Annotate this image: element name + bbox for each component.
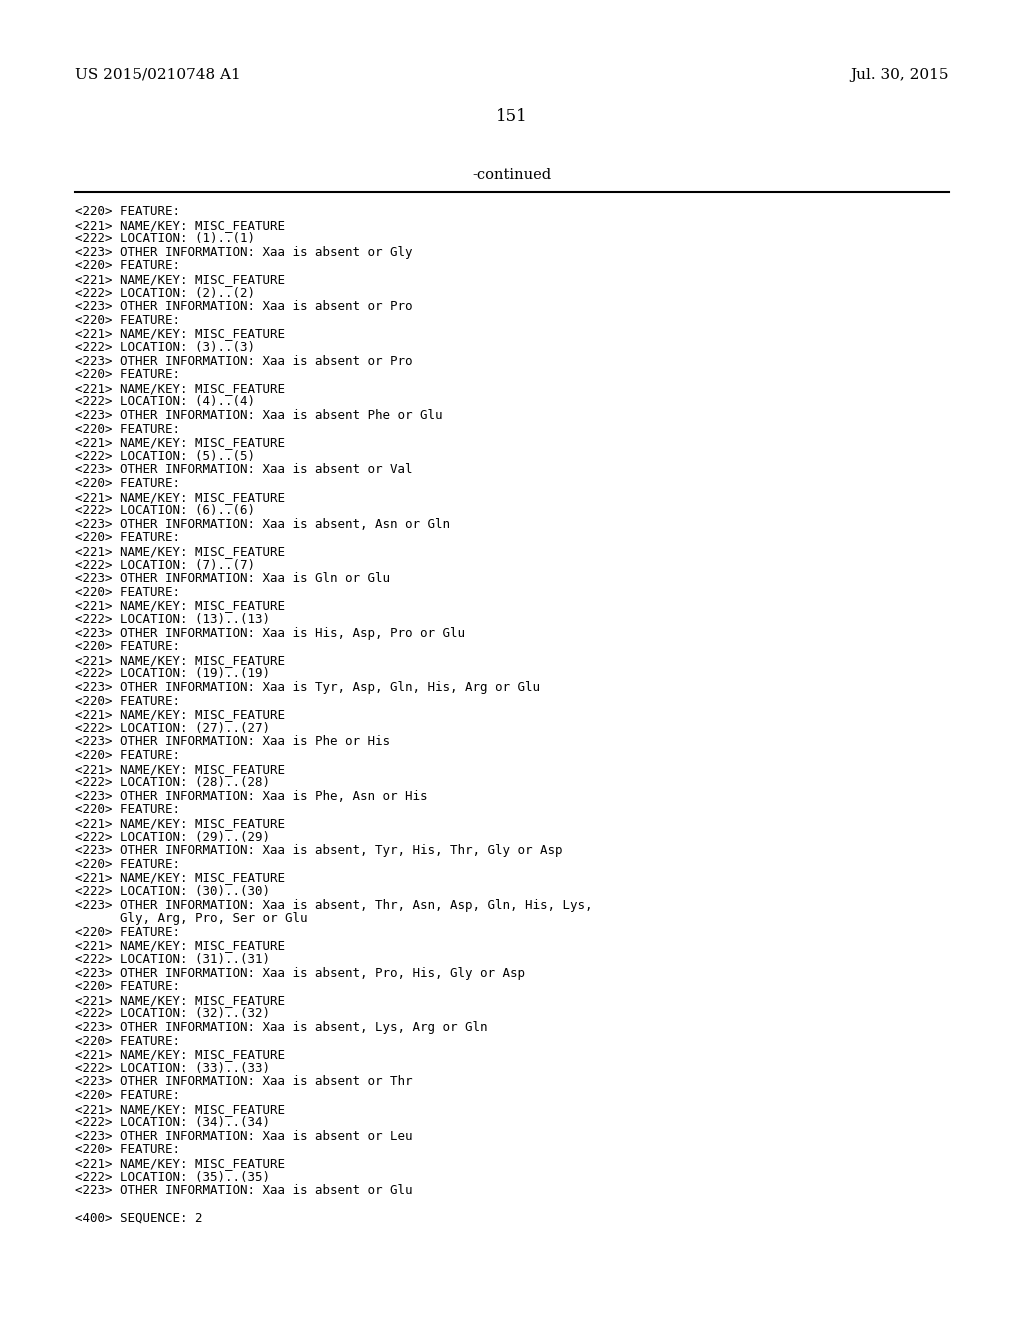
Text: <222> LOCATION: (32)..(32): <222> LOCATION: (32)..(32) bbox=[75, 1007, 270, 1020]
Text: -continued: -continued bbox=[472, 168, 552, 182]
Text: US 2015/0210748 A1: US 2015/0210748 A1 bbox=[75, 69, 241, 82]
Text: <400> SEQUENCE: 2: <400> SEQUENCE: 2 bbox=[75, 1212, 203, 1225]
Text: <222> LOCATION: (35)..(35): <222> LOCATION: (35)..(35) bbox=[75, 1171, 270, 1184]
Text: <221> NAME/KEY: MISC_FEATURE: <221> NAME/KEY: MISC_FEATURE bbox=[75, 491, 285, 504]
Text: <221> NAME/KEY: MISC_FEATURE: <221> NAME/KEY: MISC_FEATURE bbox=[75, 273, 285, 286]
Text: <222> LOCATION: (31)..(31): <222> LOCATION: (31)..(31) bbox=[75, 953, 270, 966]
Text: <222> LOCATION: (6)..(6): <222> LOCATION: (6)..(6) bbox=[75, 504, 255, 517]
Text: <220> FEATURE:: <220> FEATURE: bbox=[75, 748, 180, 762]
Text: Gly, Arg, Pro, Ser or Glu: Gly, Arg, Pro, Ser or Glu bbox=[75, 912, 307, 925]
Text: <220> FEATURE:: <220> FEATURE: bbox=[75, 477, 180, 490]
Text: <220> FEATURE:: <220> FEATURE: bbox=[75, 368, 180, 381]
Text: <221> NAME/KEY: MISC_FEATURE: <221> NAME/KEY: MISC_FEATURE bbox=[75, 817, 285, 830]
Text: <220> FEATURE:: <220> FEATURE: bbox=[75, 422, 180, 436]
Text: <222> LOCATION: (2)..(2): <222> LOCATION: (2)..(2) bbox=[75, 286, 255, 300]
Text: <221> NAME/KEY: MISC_FEATURE: <221> NAME/KEY: MISC_FEATURE bbox=[75, 219, 285, 231]
Text: <223> OTHER INFORMATION: Xaa is absent or Pro: <223> OTHER INFORMATION: Xaa is absent o… bbox=[75, 300, 413, 313]
Text: <223> OTHER INFORMATION: Xaa is absent or Gly: <223> OTHER INFORMATION: Xaa is absent o… bbox=[75, 246, 413, 259]
Text: <221> NAME/KEY: MISC_FEATURE: <221> NAME/KEY: MISC_FEATURE bbox=[75, 763, 285, 776]
Text: <223> OTHER INFORMATION: Xaa is absent or Leu: <223> OTHER INFORMATION: Xaa is absent o… bbox=[75, 1130, 413, 1143]
Text: <222> LOCATION: (4)..(4): <222> LOCATION: (4)..(4) bbox=[75, 396, 255, 408]
Text: <220> FEATURE:: <220> FEATURE: bbox=[75, 532, 180, 544]
Text: <220> FEATURE:: <220> FEATURE: bbox=[75, 858, 180, 871]
Text: <221> NAME/KEY: MISC_FEATURE: <221> NAME/KEY: MISC_FEATURE bbox=[75, 327, 285, 341]
Text: <221> NAME/KEY: MISC_FEATURE: <221> NAME/KEY: MISC_FEATURE bbox=[75, 940, 285, 953]
Text: <223> OTHER INFORMATION: Xaa is absent or Pro: <223> OTHER INFORMATION: Xaa is absent o… bbox=[75, 355, 413, 367]
Text: <220> FEATURE:: <220> FEATURE: bbox=[75, 260, 180, 272]
Text: <220> FEATURE:: <220> FEATURE: bbox=[75, 694, 180, 708]
Text: <222> LOCATION: (7)..(7): <222> LOCATION: (7)..(7) bbox=[75, 558, 255, 572]
Text: <221> NAME/KEY: MISC_FEATURE: <221> NAME/KEY: MISC_FEATURE bbox=[75, 436, 285, 449]
Text: <223> OTHER INFORMATION: Xaa is Gln or Glu: <223> OTHER INFORMATION: Xaa is Gln or G… bbox=[75, 572, 390, 585]
Text: <220> FEATURE:: <220> FEATURE: bbox=[75, 1089, 180, 1102]
Text: <223> OTHER INFORMATION: Xaa is absent or Thr: <223> OTHER INFORMATION: Xaa is absent o… bbox=[75, 1076, 413, 1089]
Text: <220> FEATURE:: <220> FEATURE: bbox=[75, 981, 180, 993]
Text: <221> NAME/KEY: MISC_FEATURE: <221> NAME/KEY: MISC_FEATURE bbox=[75, 1158, 285, 1170]
Text: <222> LOCATION: (28)..(28): <222> LOCATION: (28)..(28) bbox=[75, 776, 270, 789]
Text: <222> LOCATION: (27)..(27): <222> LOCATION: (27)..(27) bbox=[75, 722, 270, 735]
Text: <222> LOCATION: (34)..(34): <222> LOCATION: (34)..(34) bbox=[75, 1117, 270, 1129]
Text: <220> FEATURE:: <220> FEATURE: bbox=[75, 314, 180, 327]
Text: <222> LOCATION: (13)..(13): <222> LOCATION: (13)..(13) bbox=[75, 612, 270, 626]
Text: <220> FEATURE:: <220> FEATURE: bbox=[75, 1035, 180, 1048]
Text: <222> LOCATION: (3)..(3): <222> LOCATION: (3)..(3) bbox=[75, 341, 255, 354]
Text: <223> OTHER INFORMATION: Xaa is absent, Asn or Gln: <223> OTHER INFORMATION: Xaa is absent, … bbox=[75, 517, 450, 531]
Text: <221> NAME/KEY: MISC_FEATURE: <221> NAME/KEY: MISC_FEATURE bbox=[75, 545, 285, 558]
Text: <222> LOCATION: (29)..(29): <222> LOCATION: (29)..(29) bbox=[75, 830, 270, 843]
Text: <222> LOCATION: (33)..(33): <222> LOCATION: (33)..(33) bbox=[75, 1061, 270, 1074]
Text: <221> NAME/KEY: MISC_FEATURE: <221> NAME/KEY: MISC_FEATURE bbox=[75, 599, 285, 612]
Text: <223> OTHER INFORMATION: Xaa is His, Asp, Pro or Glu: <223> OTHER INFORMATION: Xaa is His, Asp… bbox=[75, 627, 465, 640]
Text: <223> OTHER INFORMATION: Xaa is absent, Thr, Asn, Asp, Gln, His, Lys,: <223> OTHER INFORMATION: Xaa is absent, … bbox=[75, 899, 593, 912]
Text: <221> NAME/KEY: MISC_FEATURE: <221> NAME/KEY: MISC_FEATURE bbox=[75, 1102, 285, 1115]
Text: <223> OTHER INFORMATION: Xaa is absent or Glu: <223> OTHER INFORMATION: Xaa is absent o… bbox=[75, 1184, 413, 1197]
Text: <220> FEATURE:: <220> FEATURE: bbox=[75, 1143, 180, 1156]
Text: <222> LOCATION: (5)..(5): <222> LOCATION: (5)..(5) bbox=[75, 450, 255, 463]
Text: <221> NAME/KEY: MISC_FEATURE: <221> NAME/KEY: MISC_FEATURE bbox=[75, 994, 285, 1007]
Text: Jul. 30, 2015: Jul. 30, 2015 bbox=[851, 69, 949, 82]
Text: <220> FEATURE:: <220> FEATURE: bbox=[75, 804, 180, 816]
Text: <220> FEATURE:: <220> FEATURE: bbox=[75, 205, 180, 218]
Text: <223> OTHER INFORMATION: Xaa is Tyr, Asp, Gln, His, Arg or Glu: <223> OTHER INFORMATION: Xaa is Tyr, Asp… bbox=[75, 681, 540, 694]
Text: 151: 151 bbox=[496, 108, 528, 125]
Text: <220> FEATURE:: <220> FEATURE: bbox=[75, 640, 180, 653]
Text: <222> LOCATION: (1)..(1): <222> LOCATION: (1)..(1) bbox=[75, 232, 255, 246]
Text: <223> OTHER INFORMATION: Xaa is absent, Lys, Arg or Gln: <223> OTHER INFORMATION: Xaa is absent, … bbox=[75, 1020, 487, 1034]
Text: <221> NAME/KEY: MISC_FEATURE: <221> NAME/KEY: MISC_FEATURE bbox=[75, 871, 285, 884]
Text: <223> OTHER INFORMATION: Xaa is Phe or His: <223> OTHER INFORMATION: Xaa is Phe or H… bbox=[75, 735, 390, 748]
Text: <221> NAME/KEY: MISC_FEATURE: <221> NAME/KEY: MISC_FEATURE bbox=[75, 709, 285, 721]
Text: <223> OTHER INFORMATION: Xaa is absent, Tyr, His, Thr, Gly or Asp: <223> OTHER INFORMATION: Xaa is absent, … bbox=[75, 845, 562, 857]
Text: <223> OTHER INFORMATION: Xaa is Phe, Asn or His: <223> OTHER INFORMATION: Xaa is Phe, Asn… bbox=[75, 789, 427, 803]
Text: <221> NAME/KEY: MISC_FEATURE: <221> NAME/KEY: MISC_FEATURE bbox=[75, 1048, 285, 1061]
Text: <222> LOCATION: (19)..(19): <222> LOCATION: (19)..(19) bbox=[75, 668, 270, 680]
Text: <221> NAME/KEY: MISC_FEATURE: <221> NAME/KEY: MISC_FEATURE bbox=[75, 653, 285, 667]
Text: <223> OTHER INFORMATION: Xaa is absent Phe or Glu: <223> OTHER INFORMATION: Xaa is absent P… bbox=[75, 409, 442, 422]
Text: <221> NAME/KEY: MISC_FEATURE: <221> NAME/KEY: MISC_FEATURE bbox=[75, 381, 285, 395]
Text: <220> FEATURE:: <220> FEATURE: bbox=[75, 586, 180, 599]
Text: <222> LOCATION: (30)..(30): <222> LOCATION: (30)..(30) bbox=[75, 884, 270, 898]
Text: <220> FEATURE:: <220> FEATURE: bbox=[75, 925, 180, 939]
Text: <223> OTHER INFORMATION: Xaa is absent or Val: <223> OTHER INFORMATION: Xaa is absent o… bbox=[75, 463, 413, 477]
Text: <223> OTHER INFORMATION: Xaa is absent, Pro, His, Gly or Asp: <223> OTHER INFORMATION: Xaa is absent, … bbox=[75, 966, 525, 979]
